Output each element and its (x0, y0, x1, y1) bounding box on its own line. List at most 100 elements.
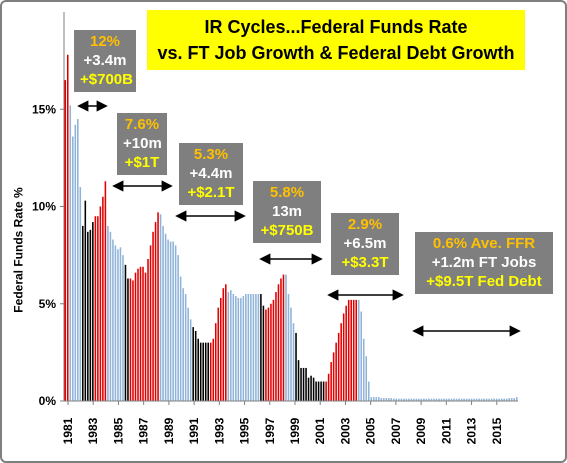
bar (330, 362, 332, 401)
x-tick-label: 2009 (414, 417, 428, 444)
bar (320, 381, 322, 401)
bar (74, 124, 77, 401)
annotation-cycle-1: 12% +3.4m +$700B (74, 30, 136, 93)
y-axis-label: Federal Funds Rate % (11, 187, 26, 313)
bar (300, 367, 302, 401)
bar (94, 216, 97, 401)
bar (425, 398, 428, 401)
bar (89, 229, 92, 401)
bar (410, 398, 413, 401)
bar (440, 398, 443, 401)
bar (102, 196, 104, 401)
x-tick-label: 1999 (288, 417, 302, 444)
bar (345, 305, 347, 401)
annotation-cycle-6: 0.6% Ave. FFR +1.2m FT Jobs +$9.5T Fed D… (415, 232, 553, 295)
bar (508, 398, 510, 401)
bar (458, 398, 460, 401)
bar (500, 398, 503, 401)
bar (157, 212, 159, 401)
bar (262, 305, 265, 401)
bar (337, 332, 340, 401)
x-tick-label: 1987 (137, 417, 151, 444)
bar (287, 294, 290, 401)
annotation-jobs: +10m (123, 134, 162, 152)
bar (373, 397, 375, 401)
annotation-cycle-5: 2.9% +6.5m +$3.3T (331, 213, 399, 276)
bar (117, 249, 119, 401)
bar (182, 288, 184, 401)
x-tick-label: 2013 (465, 417, 479, 444)
annotation-debt: +$2.1T (187, 183, 235, 201)
annotation-rate: 0.6% Ave. FFR (432, 235, 536, 252)
bar (217, 307, 220, 401)
bar (112, 239, 114, 401)
bar (77, 118, 79, 401)
annotation-jobs: +4.4m (189, 164, 233, 182)
annotation-rate: 12% (89, 33, 121, 50)
bar (307, 377, 310, 401)
x-tick-label: 1989 (162, 417, 176, 444)
bar (240, 297, 242, 401)
bar (515, 397, 518, 401)
bar (480, 398, 483, 401)
bar (468, 398, 470, 401)
bar (255, 294, 257, 401)
annotation-jobs: 13m (271, 202, 303, 220)
bar (219, 297, 222, 401)
bar (225, 284, 227, 401)
bar (194, 330, 197, 401)
bar (230, 290, 232, 401)
bar (199, 342, 202, 401)
bar (82, 225, 84, 401)
bar (167, 239, 169, 401)
bar (297, 360, 300, 401)
annotation-cycle-3: 5.3% +4.4m +$2.1T (179, 143, 243, 206)
x-tick-label: 1983 (86, 417, 100, 444)
bar (152, 231, 154, 401)
bar (505, 398, 508, 401)
bar (87, 231, 89, 401)
bar (415, 398, 418, 401)
bar (257, 294, 260, 401)
bar (97, 216, 99, 401)
bar (315, 381, 317, 401)
bar (290, 307, 292, 401)
bar (84, 200, 87, 401)
bar (385, 398, 388, 401)
bar (272, 299, 275, 401)
bar (342, 313, 345, 401)
bar (370, 397, 373, 401)
bar (390, 398, 393, 401)
bar (127, 278, 129, 401)
bar (159, 214, 162, 401)
bar (453, 398, 455, 401)
bar (405, 398, 408, 401)
bar (513, 398, 516, 401)
bar (490, 398, 493, 401)
bar (247, 294, 250, 401)
bar (114, 245, 117, 401)
bar (470, 398, 473, 401)
bar (445, 398, 448, 401)
bar (443, 398, 445, 401)
bar (104, 181, 107, 401)
bar (207, 342, 210, 401)
bar (209, 342, 212, 401)
y-tick-label: 0% (39, 394, 57, 408)
bar (317, 381, 320, 401)
bar (498, 398, 500, 401)
bar (147, 259, 149, 401)
bar (280, 278, 282, 401)
bar (423, 398, 425, 401)
bar (463, 398, 465, 401)
annotation-jobs: +6.5m (343, 234, 387, 252)
bar (450, 398, 453, 401)
bar (172, 241, 174, 401)
bar (420, 398, 423, 401)
x-tick-label: 2005 (364, 417, 378, 444)
bar (149, 245, 152, 401)
bar (365, 356, 368, 401)
bar (395, 398, 398, 401)
bar (242, 295, 245, 401)
annotation-debt: +$700B (80, 70, 133, 88)
